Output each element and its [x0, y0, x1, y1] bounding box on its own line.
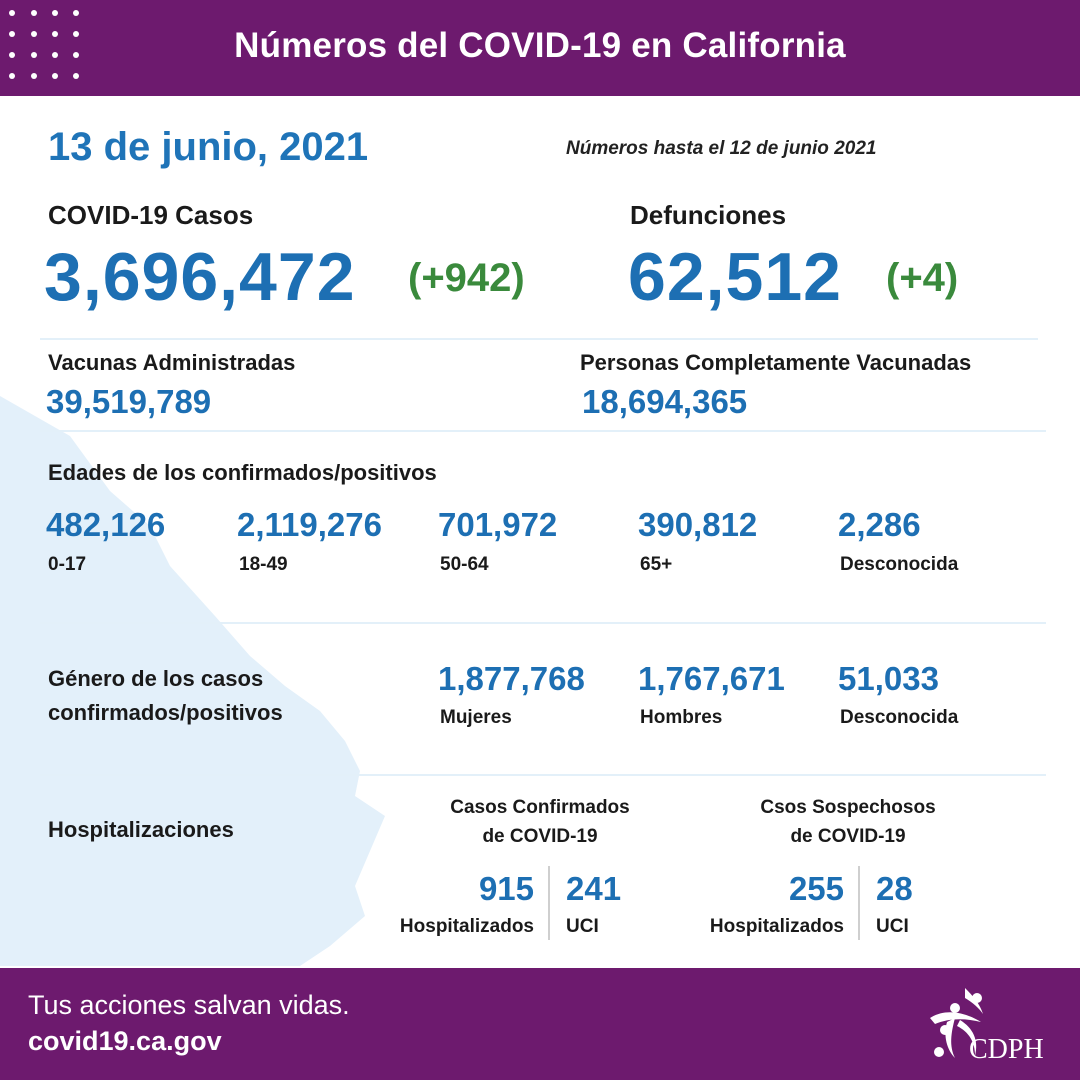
- suspected-title-line2: de COVID-19: [790, 826, 906, 847]
- deaths-value: 62,512: [628, 239, 842, 315]
- suspected-icu-label: UCI: [876, 916, 909, 937]
- svg-text:CDPH: CDPH: [969, 1034, 1044, 1065]
- gender-label: Mujeres: [440, 707, 512, 728]
- divider: [858, 866, 860, 940]
- confirmed-icu-label: UCI: [566, 916, 599, 937]
- divider: [40, 338, 1038, 340]
- vaccines-label: Vacunas Administradas: [48, 350, 296, 375]
- suspected-icu-value: 28: [876, 870, 913, 907]
- age-value: 2,119,276: [237, 506, 382, 543]
- confirmed-title-line1: Casos Confirmados: [450, 797, 630, 818]
- deaths-change: (+4): [886, 256, 959, 300]
- footer-url[interactable]: covid19.ca.gov: [28, 1026, 222, 1056]
- confirmed-hospitalized-label: Hospitalizados: [399, 916, 534, 937]
- gender-label: Desconocida: [840, 707, 959, 728]
- suspected-hospitalized-label: Hospitalizados: [709, 916, 844, 937]
- suspected-title-line1: Csos Sospechosos: [760, 797, 936, 818]
- age-label: 18-49: [239, 554, 288, 575]
- divider: [548, 866, 550, 940]
- footer-bar: [0, 968, 1080, 1080]
- age-value: 2,286: [838, 506, 921, 543]
- divider: [40, 622, 1046, 624]
- ages-label: Edades de los confirmados/positivos: [48, 460, 437, 485]
- gender-label: Hombres: [640, 707, 723, 728]
- gender-label-line2: confirmados/positivos: [48, 700, 283, 725]
- age-label: Desconocida: [840, 554, 959, 575]
- confirmed-hospitalized-value: 915: [478, 870, 534, 907]
- age-value: 390,812: [638, 506, 758, 543]
- suspected-hospitalized-value: 255: [788, 870, 844, 907]
- confirmed-icu-value: 241: [566, 870, 622, 907]
- footer-tagline: Tus acciones salvan vidas.: [28, 990, 350, 1020]
- hospital-label: Hospitalizaciones: [48, 817, 234, 842]
- fully-vaccinated-label: Personas Completamente Vacunadas: [580, 350, 972, 375]
- gender-value: 1,767,671: [638, 660, 785, 697]
- age-label: 0-17: [48, 554, 87, 575]
- divider: [40, 430, 1046, 432]
- age-value: 701,972: [438, 506, 558, 543]
- fully-vaccinated-value: 18,694,365: [582, 383, 748, 420]
- report-date: 13 de junio, 2021: [48, 125, 369, 169]
- gender-label-line1: Género de los casos: [48, 666, 264, 691]
- dots-decoration-icon: [9, 10, 79, 79]
- cases-value: 3,696,472: [44, 239, 356, 315]
- vaccines-value: 39,519,789: [46, 383, 212, 420]
- age-label: 50-64: [440, 554, 489, 575]
- data-as-of-note: Números hasta el 12 de junio 2021: [566, 138, 877, 159]
- header-bar: Números del COVID-19 en California: [0, 0, 1080, 96]
- cases-change: (+942): [408, 256, 525, 300]
- cases-label: COVID-19 Casos: [48, 200, 254, 230]
- deaths-label: Defunciones: [630, 200, 787, 230]
- age-label: 65+: [640, 554, 673, 575]
- divider: [40, 774, 1046, 776]
- cdph-logo-icon: CDPH: [930, 988, 1044, 1065]
- california-map-icon: [0, 396, 385, 966]
- confirmed-title-line2: de COVID-19: [482, 826, 598, 847]
- gender-value: 51,033: [838, 660, 939, 697]
- gender-value: 1,877,768: [438, 660, 585, 697]
- age-value: 482,126: [46, 506, 166, 543]
- page-title: Números del COVID-19 en California: [234, 26, 846, 65]
